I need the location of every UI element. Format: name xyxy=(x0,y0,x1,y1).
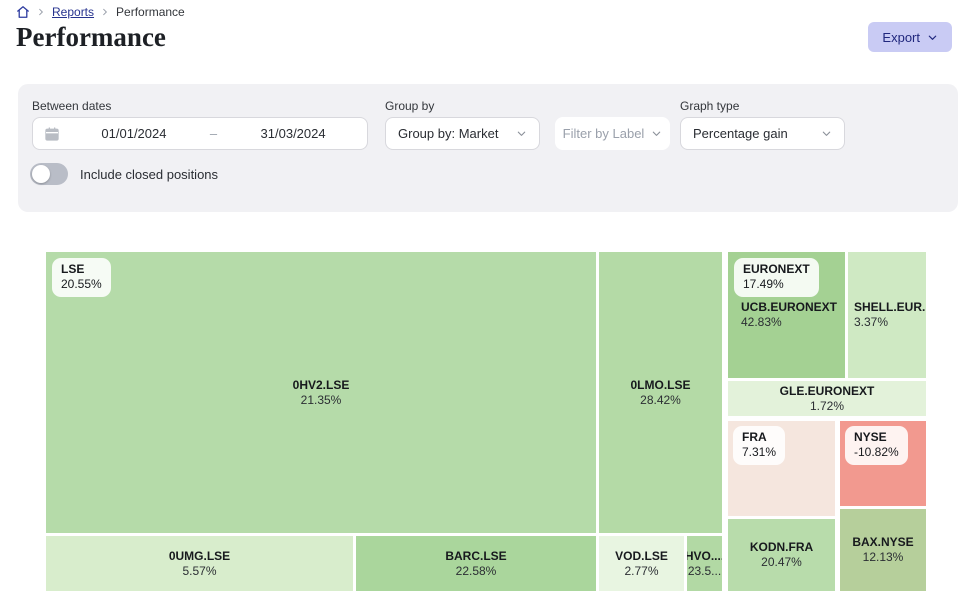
cell-label: 0LMO.LSE 28.42% xyxy=(630,377,691,407)
cell-label: 0HV2.LSE 21.35% xyxy=(292,377,350,407)
graph-type-select[interactable]: Percentage gain xyxy=(680,117,845,150)
filter-by-label-text: Filter by Label xyxy=(562,126,645,141)
group-badge-fra: FRA 7.31% xyxy=(733,426,786,465)
cell-label: 0UMG.LSE 5.57% xyxy=(168,548,231,578)
graph-type-selected-value: Percentage gain xyxy=(693,126,788,141)
chevron-down-icon xyxy=(821,128,832,139)
filter-panel: Between dates 01/01/2024 – 31/03/2024 Gr… xyxy=(18,84,958,212)
group-by-label: Group by xyxy=(385,99,435,113)
chevron-down-icon xyxy=(927,32,938,43)
cell-label: GLE.EURONEXT 1.72% xyxy=(779,383,875,413)
cell-label: SHELL.EUR... 3.37% xyxy=(854,300,926,329)
breadcrumb-current: Performance xyxy=(116,5,185,19)
chevron-down-icon xyxy=(516,128,527,139)
date-to-value[interactable]: 31/03/2024 xyxy=(260,126,326,141)
include-closed-positions-toggle[interactable] xyxy=(30,163,68,185)
group-badge-lse: LSE 20.55% xyxy=(52,258,111,297)
treemap-cell-barc-lse[interactable]: BARC.LSE 22.58% xyxy=(356,536,596,591)
group-by-select[interactable]: Group by: Market xyxy=(385,117,540,150)
treemap-cell-0lmo-lse[interactable]: 0LMO.LSE 28.42% xyxy=(599,252,722,533)
group-badge-nyse: NYSE -10.82% xyxy=(845,426,908,465)
date-from-value[interactable]: 01/01/2024 xyxy=(101,126,167,141)
breadcrumb-link-reports[interactable]: Reports xyxy=(52,5,95,19)
cell-label: KODN.FRA 20.47% xyxy=(749,540,814,569)
treemap-cell-0hv2-lse[interactable]: 0HV2.LSE 21.35% xyxy=(46,252,596,533)
date-separator: – xyxy=(209,126,218,141)
treemap-cell-shell-euronext[interactable]: SHELL.EUR... 3.37% xyxy=(848,252,926,378)
treemap-cell-vod-lse[interactable]: VOD.LSE 2.77% xyxy=(599,536,684,591)
export-button[interactable]: Export xyxy=(868,22,952,52)
home-icon[interactable] xyxy=(16,5,30,19)
treemap-cell-kodn-fra[interactable]: KODN.FRA 20.47% xyxy=(728,519,835,591)
page-title: Performance xyxy=(16,22,166,52)
treemap-cell-gle-euronext[interactable]: GLE.EURONEXT 1.72% xyxy=(728,381,926,416)
calendar-icon xyxy=(44,126,60,142)
filter-by-label-button[interactable]: Filter by Label xyxy=(555,117,670,150)
treemap-cell-0umg-lse[interactable]: 0UMG.LSE 5.57% xyxy=(46,536,353,591)
cell-label: HVO.... 23.5... xyxy=(687,548,722,578)
chevron-right-icon xyxy=(101,8,109,16)
breadcrumb: Reports Performance xyxy=(16,5,185,19)
group-by-selected-value: Group by: Market xyxy=(398,126,499,141)
date-range-input[interactable]: 01/01/2024 – 31/03/2024 xyxy=(32,117,368,150)
closed-positions-row: Include closed positions xyxy=(30,163,218,185)
cell-label: BAX.NYSE 12.13% xyxy=(852,535,914,564)
between-dates-label: Between dates xyxy=(32,99,112,113)
cell-label: UCB.EURONEXT 42.83% xyxy=(741,300,838,329)
graph-type-label: Graph type xyxy=(680,99,740,113)
export-button-label: Export xyxy=(882,29,920,45)
toggle-knob xyxy=(32,165,50,183)
chevron-right-icon xyxy=(37,8,45,16)
cell-label: BARC.LSE 22.58% xyxy=(445,548,507,578)
include-closed-positions-label: Include closed positions xyxy=(80,166,219,182)
chevron-down-icon xyxy=(651,128,662,139)
group-badge-euronext: EURONEXT 17.49% xyxy=(734,258,819,297)
treemap-cell-hvo[interactable]: HVO.... 23.5... xyxy=(687,536,722,591)
cell-label: VOD.LSE 2.77% xyxy=(615,548,668,578)
treemap-cell-bax-nyse[interactable]: BAX.NYSE 12.13% xyxy=(840,509,926,591)
performance-treemap: 0HV2.LSE 21.35% 0LMO.LSE 28.42% 0UMG.LSE… xyxy=(46,252,926,591)
